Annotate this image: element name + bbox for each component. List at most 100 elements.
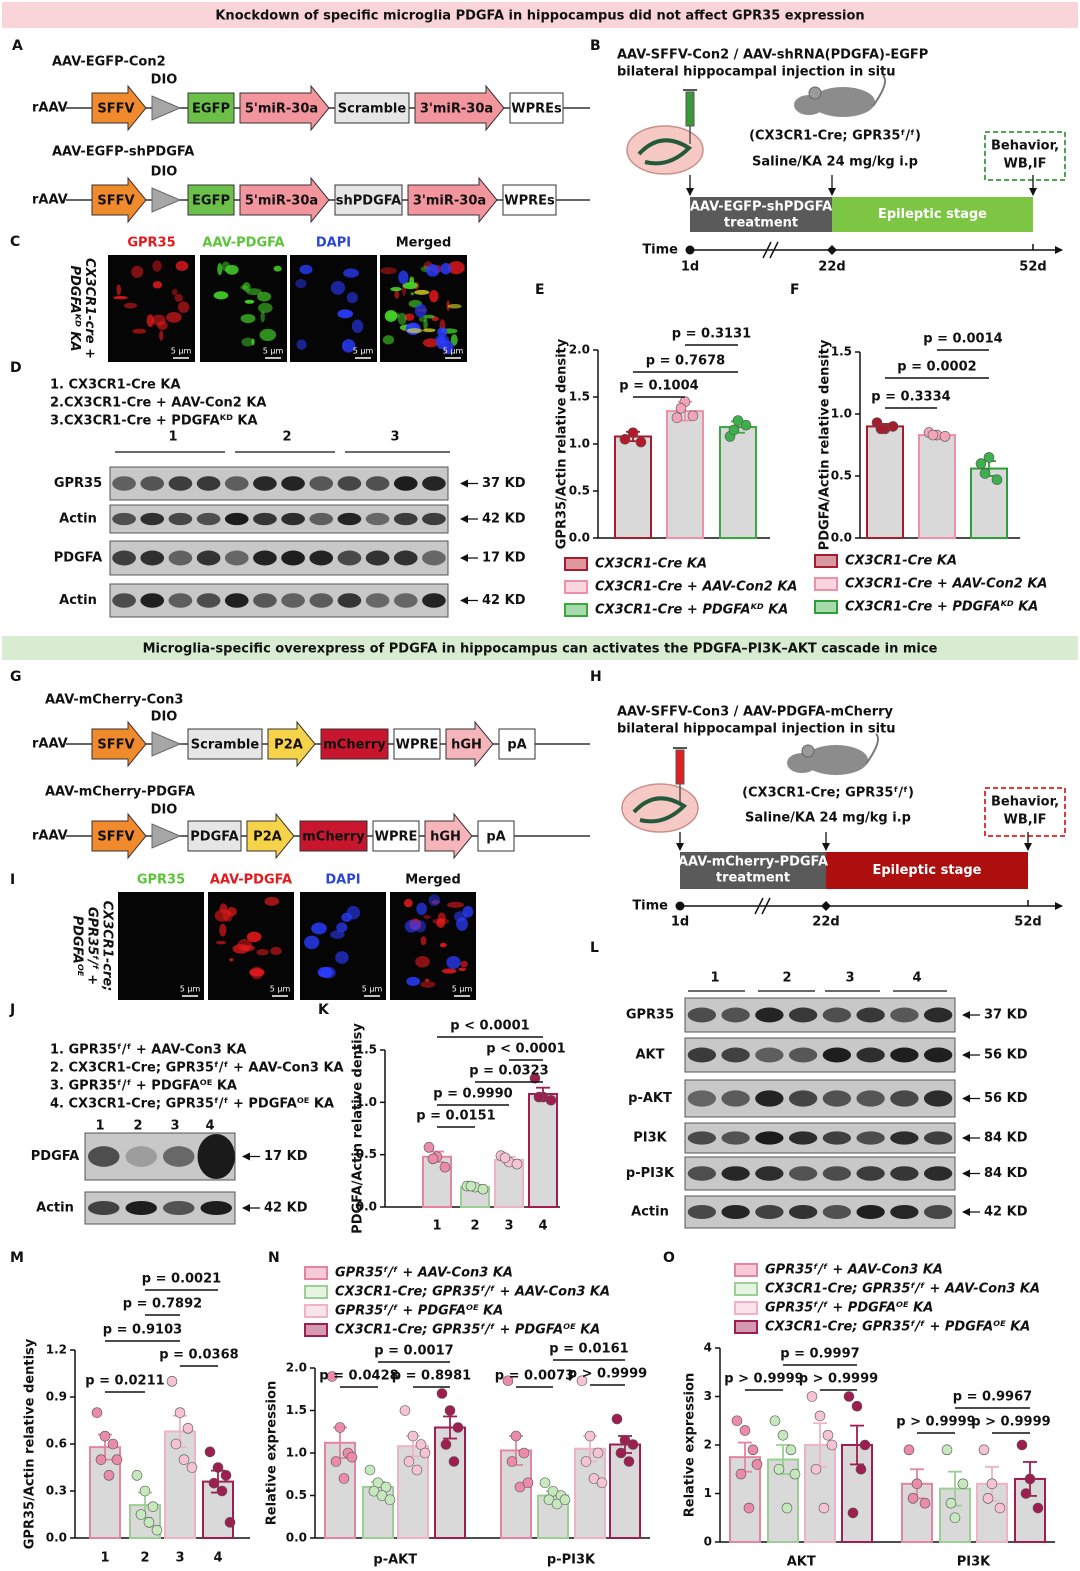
x-tick-label: 3 [504, 1219, 513, 1234]
legend-label: CX3CR1-Cre KA [595, 557, 707, 572]
signal [458, 967, 467, 972]
data-point [559, 1494, 571, 1506]
construct-prefix: rAAV [32, 193, 68, 208]
p-value: p = 0.0002 [897, 360, 976, 375]
construct-arrow [424, 812, 473, 860]
signal [437, 327, 448, 337]
legend-label: GPR35ᶠ/ᶠ + PDGFAᴼᴱ KA [765, 1301, 933, 1316]
data-point [810, 1463, 822, 1475]
signal [447, 303, 462, 309]
sample-label: GPR35ᶠ/ᶠ + [85, 907, 100, 985]
p-value: p = 0.0073 [495, 1369, 574, 1384]
legend-label: GPR35ᶠ/ᶠ + PDGFAᴼᴱ KA [335, 1304, 503, 1319]
time-label: Time [632, 899, 668, 914]
signal [240, 285, 249, 290]
signal [215, 940, 227, 945]
scale-label: 5 μm [443, 347, 464, 356]
y-tick-label: 4 [704, 1341, 712, 1355]
time-mid [821, 901, 831, 911]
bar [574, 1447, 606, 1539]
data-point [403, 1456, 415, 1467]
blot-band [309, 476, 334, 491]
blot-band [788, 1131, 818, 1145]
signal [241, 337, 255, 347]
blot-band [253, 476, 277, 491]
construct-prefix: rAAV [32, 737, 68, 752]
signal [116, 284, 122, 296]
construct-arrow [407, 176, 498, 224]
data-point [735, 1468, 747, 1480]
construct-box [187, 728, 263, 760]
blot-band [890, 1166, 919, 1181]
legend-label: CX3CR1-Cre; GPR35ᶠ/ᶠ + AAV-Con3 KA [335, 1285, 610, 1300]
blot-row-label: PDGFA [31, 1149, 79, 1164]
data-point [439, 1161, 451, 1173]
mouse-tail [872, 75, 886, 107]
y-axis-label: PDGFA/Actin relative dentisy [351, 1023, 366, 1234]
signal [423, 318, 428, 330]
p-value: p = 0.3131 [672, 327, 751, 342]
blot-band [923, 1007, 953, 1023]
data-point [522, 1477, 534, 1489]
lane-label: 1 [710, 971, 719, 986]
blot-band [163, 1146, 195, 1167]
data-point [1032, 1502, 1044, 1514]
data-point [687, 410, 699, 422]
blot-row-label: Actin [59, 593, 97, 608]
data-point [419, 1447, 431, 1459]
day-label: 22d [818, 260, 845, 275]
signal [225, 264, 239, 275]
construct-box [187, 92, 235, 124]
blot-band [822, 1047, 852, 1063]
signal [420, 936, 427, 946]
blot-band [422, 512, 446, 526]
blot-band [140, 593, 165, 608]
micrograph [390, 892, 476, 1000]
p-value: p = 0.0428 [319, 1369, 398, 1384]
hippocampus [632, 796, 688, 824]
data-point [178, 1454, 190, 1465]
signal [415, 955, 430, 968]
x-tick-label: 4 [538, 1219, 547, 1234]
construct-box [477, 820, 515, 852]
day-label: 52d [1014, 915, 1041, 930]
data-point [1016, 1439, 1028, 1451]
data-point [739, 1425, 751, 1436]
data-point [814, 1410, 826, 1422]
signal [151, 314, 166, 326]
signal [406, 976, 421, 987]
data-point [627, 1439, 639, 1450]
blot-band [112, 550, 136, 566]
endpoint-box [984, 131, 1066, 181]
signal [440, 262, 452, 275]
data-point [615, 1447, 627, 1459]
channel-label: AAV-PDGFA [202, 236, 284, 251]
data-point [818, 1502, 830, 1514]
data-point [444, 1405, 456, 1416]
signal [256, 949, 269, 956]
signal [304, 935, 320, 950]
data-point [949, 1512, 961, 1524]
channel-label: AAV-PDGFA [210, 873, 292, 888]
legend-swatch [564, 557, 588, 571]
p-value: p > 0.9999 [724, 1372, 803, 1387]
signal [123, 302, 138, 309]
blot-band [856, 1166, 885, 1181]
dio-label: DIO [151, 165, 178, 180]
legend-swatch [734, 1263, 758, 1277]
blot-band [365, 593, 390, 608]
data-point [204, 1446, 216, 1458]
signal [382, 335, 395, 345]
panel-letter: N [268, 1250, 280, 1266]
data-point [627, 427, 639, 439]
mouse-head [787, 753, 817, 773]
p-value: p < 0.0001 [486, 1042, 565, 1057]
legend-label: CX3CR1-Cre + PDGFAᴷᴰ KA [595, 603, 788, 618]
construct-part: hGH [430, 830, 461, 845]
data-point [941, 1444, 953, 1456]
blot-band [253, 550, 277, 566]
signal [171, 288, 178, 296]
lane-label: 1 [95, 1119, 104, 1134]
blot-band [755, 1007, 784, 1023]
size-label: 56 KD [984, 1091, 1028, 1106]
